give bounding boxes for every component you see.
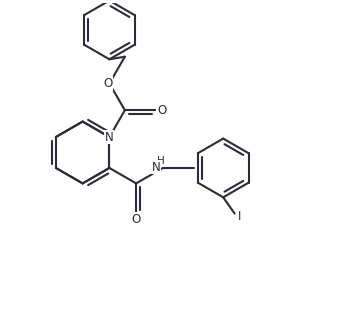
Text: N: N	[152, 161, 160, 174]
Text: O: O	[103, 77, 112, 90]
Text: O: O	[132, 213, 141, 226]
Text: O: O	[157, 104, 166, 117]
Text: H: H	[158, 156, 165, 166]
Text: N: N	[105, 130, 114, 144]
Text: I: I	[238, 210, 241, 223]
